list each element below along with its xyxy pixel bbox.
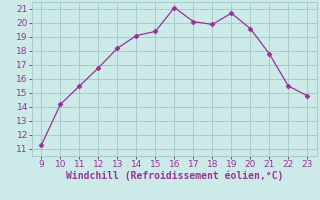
X-axis label: Windchill (Refroidissement éolien,°C): Windchill (Refroidissement éolien,°C) xyxy=(66,171,283,181)
